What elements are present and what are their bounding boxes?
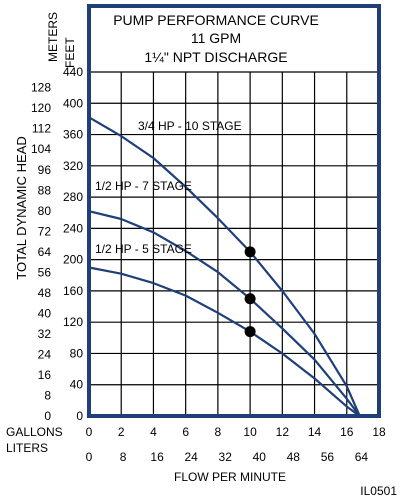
y-tick-label-meters: 112 bbox=[32, 122, 51, 136]
chart-title-line-3: 1¼" NPT DISCHARGE bbox=[144, 49, 287, 65]
figure-id: IL0501 bbox=[360, 484, 397, 498]
y-unit-meters: METERS bbox=[46, 12, 60, 62]
y-tick-label-feet: 440 bbox=[63, 65, 83, 79]
x-tick-label-gallons: 8 bbox=[215, 425, 222, 439]
y-tick-label-meters: 56 bbox=[38, 265, 52, 279]
y-tick-label-meters: 88 bbox=[38, 183, 52, 197]
y-tick-label-meters: 120 bbox=[31, 101, 51, 115]
y-tick-label-feet: 160 bbox=[63, 284, 83, 298]
series-label-0: 3/4 HP - 10 STAGE bbox=[138, 119, 242, 133]
y-tick-label-meters: 96 bbox=[38, 163, 52, 177]
x-tick-label-liters: 48 bbox=[287, 450, 301, 464]
y-tick-label-meters: 16 bbox=[38, 368, 52, 382]
y-ticks-meters: 0 8 16 24 32 40 48 56 64 72 80 88 96 104 112 120 128 bbox=[31, 81, 51, 423]
y-unit-feet: FEET bbox=[63, 37, 77, 68]
plot-frame bbox=[87, 4, 381, 418]
operating-point-marker bbox=[244, 326, 256, 338]
grid-lines bbox=[89, 71, 379, 417]
operating-point-marker bbox=[244, 293, 256, 305]
y-tick-label-meters: 64 bbox=[38, 245, 52, 259]
x-tick-label-liters: 56 bbox=[321, 450, 335, 464]
x-tick-label-gallons: 4 bbox=[150, 425, 157, 439]
y-axis-title: TOTAL DYNAMIC HEAD bbox=[14, 136, 29, 280]
x-tick-label-gallons: 6 bbox=[182, 425, 189, 439]
x-tick-label-liters: 16 bbox=[150, 450, 164, 464]
x-ticks-gallons: 0 2 4 6 8 10 12 14 16 18 bbox=[86, 425, 386, 439]
y-tick-label-feet: 200 bbox=[63, 253, 83, 267]
curve-series-2 bbox=[88, 266, 361, 417]
x-tick-label-liters: 24 bbox=[184, 450, 198, 464]
x-tick-label-liters: 40 bbox=[253, 450, 267, 464]
x-axis-title: FLOW PER MINUTE bbox=[174, 470, 286, 484]
y-tick-label-meters: 24 bbox=[38, 347, 52, 361]
curve-series-1 bbox=[88, 210, 361, 417]
y-tick-label-feet: 120 bbox=[63, 315, 83, 329]
y-tick-label-meters: 0 bbox=[44, 409, 51, 423]
y-tick-label-meters: 8 bbox=[44, 388, 51, 402]
x-tick-label-gallons: 0 bbox=[86, 425, 93, 439]
x-tick-label-gallons: 18 bbox=[372, 425, 386, 439]
x-tick-label-gallons: 14 bbox=[308, 425, 322, 439]
series-label-1: 1/2 HP - 7 STAGE bbox=[95, 179, 192, 193]
curve-series-0 bbox=[88, 116, 361, 417]
x-unit-liters: LITERS bbox=[6, 441, 48, 455]
x-tick-label-liters: 0 bbox=[86, 450, 93, 464]
y-tick-label-meters: 48 bbox=[38, 286, 52, 300]
y-tick-label-meters: 104 bbox=[31, 142, 51, 156]
y-ticks-feet: 0 40 80 120 160 200 240 280 320 360 400 440 bbox=[63, 65, 83, 423]
y-tick-label-feet: 80 bbox=[70, 346, 84, 360]
chart-title-line-1: PUMP PERFORMANCE CURVE bbox=[113, 12, 319, 28]
x-ticks-liters: 0 8 16 24 32 40 48 56 64 bbox=[86, 450, 369, 464]
y-tick-label-meters: 80 bbox=[38, 204, 52, 218]
operating-point-marker bbox=[244, 246, 256, 258]
chart-title-line-2: 11 GPM bbox=[191, 30, 241, 46]
x-tick-label-gallons: 16 bbox=[340, 425, 354, 439]
y-tick-label-feet: 400 bbox=[63, 96, 83, 110]
y-tick-label-feet: 40 bbox=[70, 378, 84, 392]
x-tick-label-gallons: 12 bbox=[276, 425, 290, 439]
series-label-2: 1/2 HP - 5 STAGE bbox=[95, 242, 192, 256]
y-tick-label-meters: 128 bbox=[31, 81, 51, 95]
x-tick-label-gallons: 2 bbox=[118, 425, 125, 439]
y-tick-label-feet: 360 bbox=[63, 128, 83, 142]
y-tick-label-feet: 0 bbox=[76, 409, 83, 423]
x-tick-label-gallons: 10 bbox=[243, 425, 257, 439]
x-tick-label-liters: 64 bbox=[355, 450, 369, 464]
y-tick-label-meters: 32 bbox=[38, 327, 52, 341]
y-tick-label-feet: 240 bbox=[63, 221, 83, 235]
y-tick-label-meters: 40 bbox=[38, 306, 52, 320]
y-tick-label-meters: 72 bbox=[38, 224, 52, 238]
x-tick-label-liters: 8 bbox=[120, 450, 127, 464]
y-tick-label-feet: 280 bbox=[63, 190, 83, 204]
performance-curves bbox=[88, 116, 361, 417]
x-tick-label-liters: 32 bbox=[219, 450, 233, 464]
y-tick-label-feet: 320 bbox=[63, 159, 83, 173]
x-unit-gallons: GALLONS bbox=[6, 425, 63, 439]
